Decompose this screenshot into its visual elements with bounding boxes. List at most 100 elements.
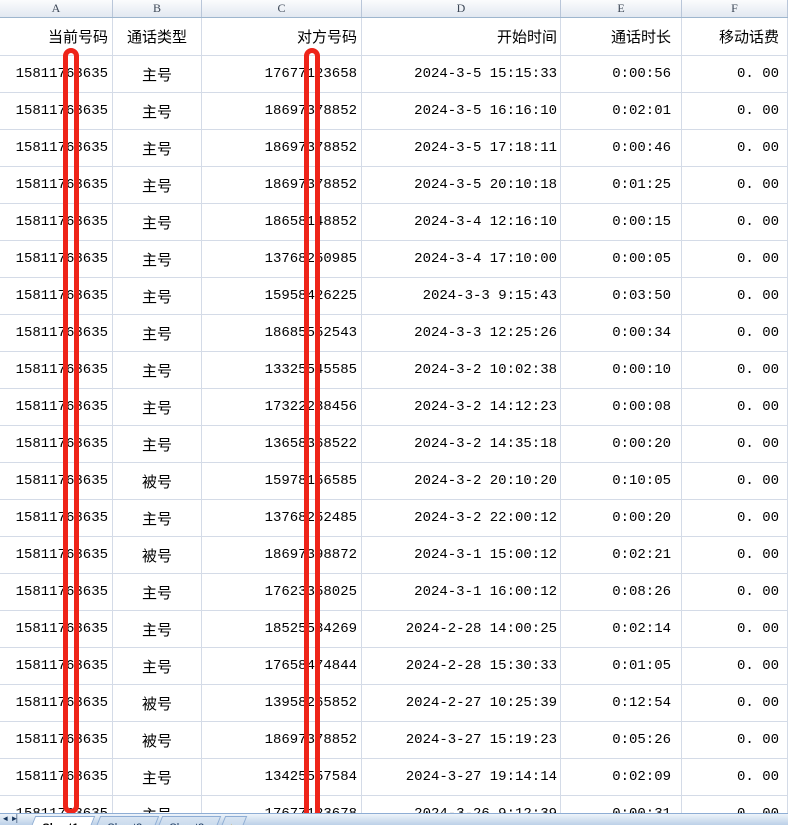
cell-call-type[interactable]: 被号 [113, 463, 202, 500]
cell-current-number[interactable]: 15811763635 [0, 685, 113, 722]
cell-duration[interactable]: 0:00:46 [561, 130, 682, 167]
cell-fee[interactable]: 0. 00 [682, 204, 788, 241]
cell-duration[interactable]: 0:02:09 [561, 759, 682, 796]
cell-duration[interactable]: 0:01:25 [561, 167, 682, 204]
cell-peer-number[interactable]: 18697398872 [202, 537, 362, 574]
cell-fee[interactable]: 0. 00 [682, 759, 788, 796]
cell-start-time[interactable]: 2024-3-3 12:25:26 [362, 315, 561, 352]
cell-fee[interactable]: 0. 00 [682, 241, 788, 278]
cell-call-type[interactable]: 主号 [113, 315, 202, 352]
column-letter-f[interactable]: F [682, 0, 788, 17]
tab-scroll-right-icon[interactable]: ►▏ [11, 815, 22, 824]
cell-start-time[interactable]: 2024-3-1 16:00:12 [362, 574, 561, 611]
cell-start-time[interactable]: 2024-3-27 15:19:23 [362, 722, 561, 759]
cell-current-number[interactable]: 15811763635 [0, 389, 113, 426]
cell-call-type[interactable]: 被号 [113, 537, 202, 574]
cell-call-type[interactable]: 主号 [113, 352, 202, 389]
cell-call-type[interactable]: 主号 [113, 204, 202, 241]
column-letter-c[interactable]: C [202, 0, 362, 17]
cell-duration[interactable]: 0:00:05 [561, 241, 682, 278]
cell-call-type[interactable]: 主号 [113, 611, 202, 648]
cell-start-time[interactable]: 2024-3-2 10:02:38 [362, 352, 561, 389]
cell-fee[interactable]: 0. 00 [682, 722, 788, 759]
cell-fee[interactable]: 0. 00 [682, 463, 788, 500]
cell-current-number[interactable]: 15811763635 [0, 759, 113, 796]
cell-fee[interactable]: 0. 00 [682, 130, 788, 167]
cell-peer-number[interactable]: 13325545585 [202, 352, 362, 389]
cell-peer-number[interactable]: 18697378852 [202, 93, 362, 130]
cell-call-type[interactable]: 被号 [113, 722, 202, 759]
cell-peer-number[interactable]: 17623358025 [202, 574, 362, 611]
cell-duration[interactable]: 0:00:56 [561, 56, 682, 93]
sheet-tab-sheet3[interactable]: Sheet3 [156, 816, 222, 825]
cell-call-type[interactable]: 主号 [113, 500, 202, 537]
cell-duration[interactable]: 0:00:34 [561, 315, 682, 352]
cell-current-number[interactable]: 15811763635 [0, 352, 113, 389]
cell-current-number[interactable]: 15811763635 [0, 611, 113, 648]
cell-fee[interactable]: 0. 00 [682, 278, 788, 315]
cell-duration[interactable]: 0:01:05 [561, 648, 682, 685]
cell-start-time[interactable]: 2024-3-2 20:10:20 [362, 463, 561, 500]
header-duration[interactable]: 通话时长 [561, 18, 682, 56]
cell-current-number[interactable]: 15811763635 [0, 167, 113, 204]
cell-peer-number[interactable]: 13958265852 [202, 685, 362, 722]
cell-current-number[interactable]: 15811763635 [0, 204, 113, 241]
cell-start-time[interactable]: 2024-3-3 9:15:43 [362, 278, 561, 315]
cell-start-time[interactable]: 2024-3-5 16:16:10 [362, 93, 561, 130]
cell-current-number[interactable]: 15811763635 [0, 278, 113, 315]
cell-fee[interactable]: 0. 00 [682, 56, 788, 93]
column-letter-b[interactable]: B [113, 0, 202, 17]
cell-fee[interactable]: 0. 00 [682, 537, 788, 574]
cell-start-time[interactable]: 2024-3-5 20:10:18 [362, 167, 561, 204]
cell-peer-number[interactable]: 18525534269 [202, 611, 362, 648]
cell-current-number[interactable]: 15811763635 [0, 463, 113, 500]
cell-start-time[interactable]: 2024-3-27 19:14:14 [362, 759, 561, 796]
cell-call-type[interactable]: 被号 [113, 685, 202, 722]
cell-current-number[interactable]: 15811763635 [0, 426, 113, 463]
cell-call-type[interactable]: 主号 [113, 759, 202, 796]
cell-start-time[interactable]: 2024-3-5 15:15:33 [362, 56, 561, 93]
cell-duration[interactable]: 0:00:10 [561, 352, 682, 389]
cell-call-type[interactable]: 主号 [113, 130, 202, 167]
cell-duration[interactable]: 0:02:01 [561, 93, 682, 130]
header-call-type[interactable]: 通话类型 [113, 18, 202, 56]
cell-duration[interactable]: 0:12:54 [561, 685, 682, 722]
cell-duration[interactable]: 0:00:15 [561, 204, 682, 241]
cell-duration[interactable]: 0:02:21 [561, 537, 682, 574]
header-start-time[interactable]: 开始时间 [362, 18, 561, 56]
cell-call-type[interactable]: 主号 [113, 93, 202, 130]
cell-current-number[interactable]: 15811763635 [0, 500, 113, 537]
sheet-tab-sheet1[interactable]: Sheet1 [29, 816, 96, 825]
sheet-tab-sheet2[interactable]: Sheet2 [93, 816, 159, 825]
cell-call-type[interactable]: 主号 [113, 389, 202, 426]
cell-peer-number[interactable]: 13425557584 [202, 759, 362, 796]
cell-fee[interactable]: 0. 00 [682, 315, 788, 352]
cell-start-time[interactable]: 2024-2-27 10:25:39 [362, 685, 561, 722]
header-peer-number[interactable]: 对方号码 [202, 18, 362, 56]
cell-duration[interactable]: 0:00:20 [561, 500, 682, 537]
cell-fee[interactable]: 0. 00 [682, 611, 788, 648]
cell-duration[interactable]: 0:10:05 [561, 463, 682, 500]
cell-fee[interactable]: 0. 00 [682, 352, 788, 389]
cell-fee[interactable]: 0. 00 [682, 574, 788, 611]
column-letter-d[interactable]: D [362, 0, 561, 17]
cell-start-time[interactable]: 2024-3-4 12:16:10 [362, 204, 561, 241]
cell-duration[interactable]: 0:08:26 [561, 574, 682, 611]
column-letter-e[interactable]: E [561, 0, 682, 17]
cell-call-type[interactable]: 主号 [113, 278, 202, 315]
cell-start-time[interactable]: 2024-2-28 14:00:25 [362, 611, 561, 648]
tab-scroll-left-icon[interactable]: ◄ [3, 815, 8, 824]
cell-peer-number[interactable]: 17677123658 [202, 56, 362, 93]
cell-fee[interactable]: 0. 00 [682, 93, 788, 130]
cell-start-time[interactable]: 2024-3-4 17:10:00 [362, 241, 561, 278]
cell-current-number[interactable]: 15811763635 [0, 537, 113, 574]
cell-peer-number[interactable]: 18697378852 [202, 167, 362, 204]
cell-fee[interactable]: 0. 00 [682, 685, 788, 722]
cell-peer-number[interactable]: 18658148852 [202, 204, 362, 241]
cell-duration[interactable]: 0:03:50 [561, 278, 682, 315]
cell-peer-number[interactable]: 15978156585 [202, 463, 362, 500]
cell-duration[interactable]: 0:00:08 [561, 389, 682, 426]
cell-call-type[interactable]: 主号 [113, 648, 202, 685]
cell-call-type[interactable]: 主号 [113, 426, 202, 463]
cell-current-number[interactable]: 15811763635 [0, 56, 113, 93]
